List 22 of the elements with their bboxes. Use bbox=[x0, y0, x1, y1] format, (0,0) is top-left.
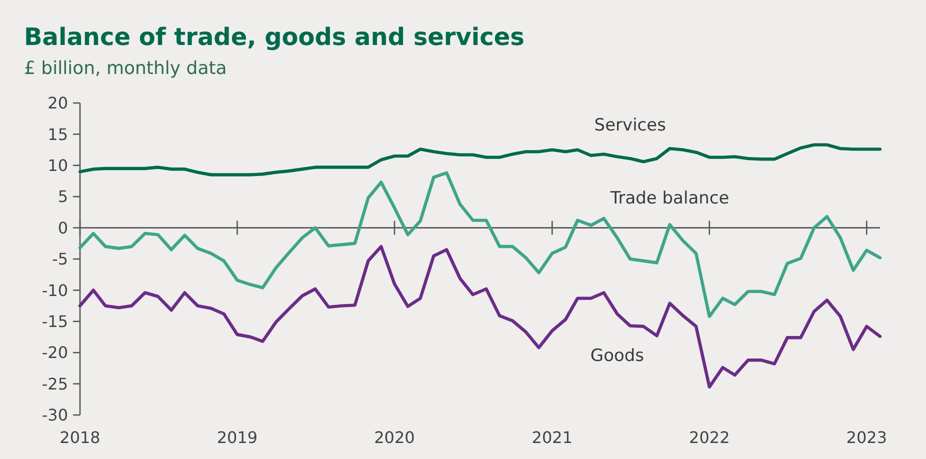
x-tick-label: 2018 bbox=[60, 428, 100, 447]
y-tick-label: -10 bbox=[42, 280, 68, 300]
y-tick-label: 5 bbox=[58, 187, 68, 206]
y-tick-label: 15 bbox=[48, 124, 68, 144]
x-tick-label: 2022 bbox=[689, 428, 730, 447]
x-tick-label: 2021 bbox=[532, 428, 573, 447]
x-tick-label: 2020 bbox=[374, 428, 415, 447]
y-tick-label: -20 bbox=[42, 343, 68, 362]
y-tick-label: 20 bbox=[48, 94, 68, 113]
chart-title: Balance of trade, goods and services bbox=[24, 23, 524, 51]
series-label: Goods bbox=[590, 346, 644, 366]
y-tick-label: -15 bbox=[42, 312, 68, 331]
chart-subtitle: £ billion, monthly data bbox=[24, 58, 227, 79]
y-tick-label: -5 bbox=[52, 250, 68, 269]
series-label: Services bbox=[594, 116, 666, 136]
y-tick-label: -30 bbox=[42, 406, 68, 425]
y-tick-label: 10 bbox=[48, 156, 68, 175]
y-tick-label: -25 bbox=[42, 374, 68, 394]
series-label: Trade balance bbox=[609, 188, 730, 209]
x-tick-label: 2019 bbox=[216, 428, 258, 447]
x-tick-label: 2023 bbox=[846, 428, 888, 447]
y-tick-label: 0 bbox=[58, 218, 68, 238]
